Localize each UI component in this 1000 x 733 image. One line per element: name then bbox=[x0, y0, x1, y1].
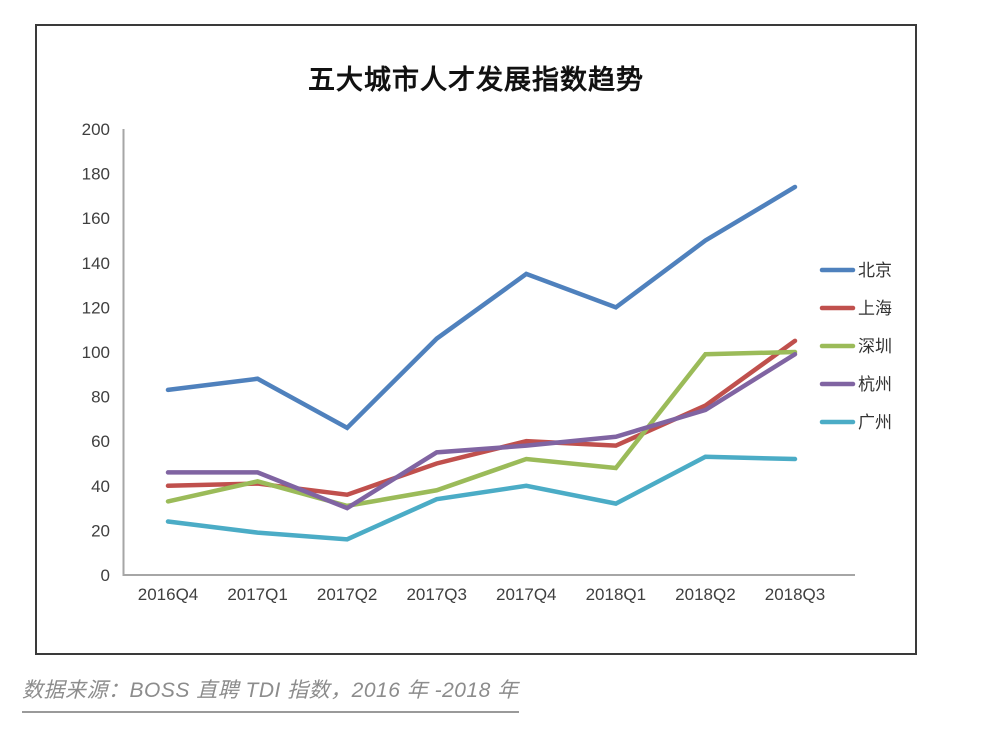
x-axis-tick-label: 2016Q4 bbox=[138, 585, 199, 604]
y-axis-tick-label: 140 bbox=[82, 254, 110, 273]
y-axis-tick-label: 200 bbox=[82, 120, 110, 139]
series-line-杭州 bbox=[165, 351, 798, 511]
x-axis-tick-label: 2017Q4 bbox=[496, 585, 557, 604]
y-axis-tick-label: 40 bbox=[91, 477, 110, 496]
legend-label-深圳: 深圳 bbox=[858, 337, 892, 356]
legend-label-广州: 广州 bbox=[858, 413, 892, 432]
y-axis-tick-label: 160 bbox=[82, 209, 110, 228]
x-axis-tick-label: 2018Q2 bbox=[675, 585, 736, 604]
series-line-广州 bbox=[165, 454, 798, 542]
y-axis-tick-label: 180 bbox=[82, 165, 110, 184]
series-line-上海 bbox=[165, 338, 798, 498]
y-axis-tick-label: 60 bbox=[91, 432, 110, 451]
x-axis-tick-label: 2017Q1 bbox=[227, 585, 288, 604]
y-axis-tick-label: 120 bbox=[82, 298, 110, 317]
x-axis-tick-label: 2018Q1 bbox=[586, 585, 647, 604]
chart-container bbox=[35, 24, 917, 655]
legend-label-上海: 上海 bbox=[858, 299, 892, 318]
series-line-北京 bbox=[165, 184, 798, 431]
axis-lines bbox=[122, 129, 855, 576]
y-axis-tick-label: 80 bbox=[91, 388, 110, 407]
series-line-深圳 bbox=[165, 349, 798, 509]
y-axis-tick-label: 100 bbox=[82, 343, 110, 362]
legend-label-北京: 北京 bbox=[858, 261, 892, 280]
data-source-caption: 数据来源：BOSS 直聘 TDI 指数，2016 年 -2018 年 bbox=[22, 674, 519, 713]
x-axis-tick-label: 2017Q2 bbox=[317, 585, 378, 604]
y-axis-tick-label: 0 bbox=[101, 566, 110, 585]
chart-title: 五大城市人才发展指数趋势 bbox=[308, 65, 644, 95]
legend-label-杭州: 杭州 bbox=[858, 375, 892, 394]
y-axis-tick-label: 20 bbox=[91, 521, 110, 540]
x-axis-tick-label: 2018Q3 bbox=[765, 585, 826, 604]
x-axis-tick-label: 2017Q3 bbox=[406, 585, 467, 604]
